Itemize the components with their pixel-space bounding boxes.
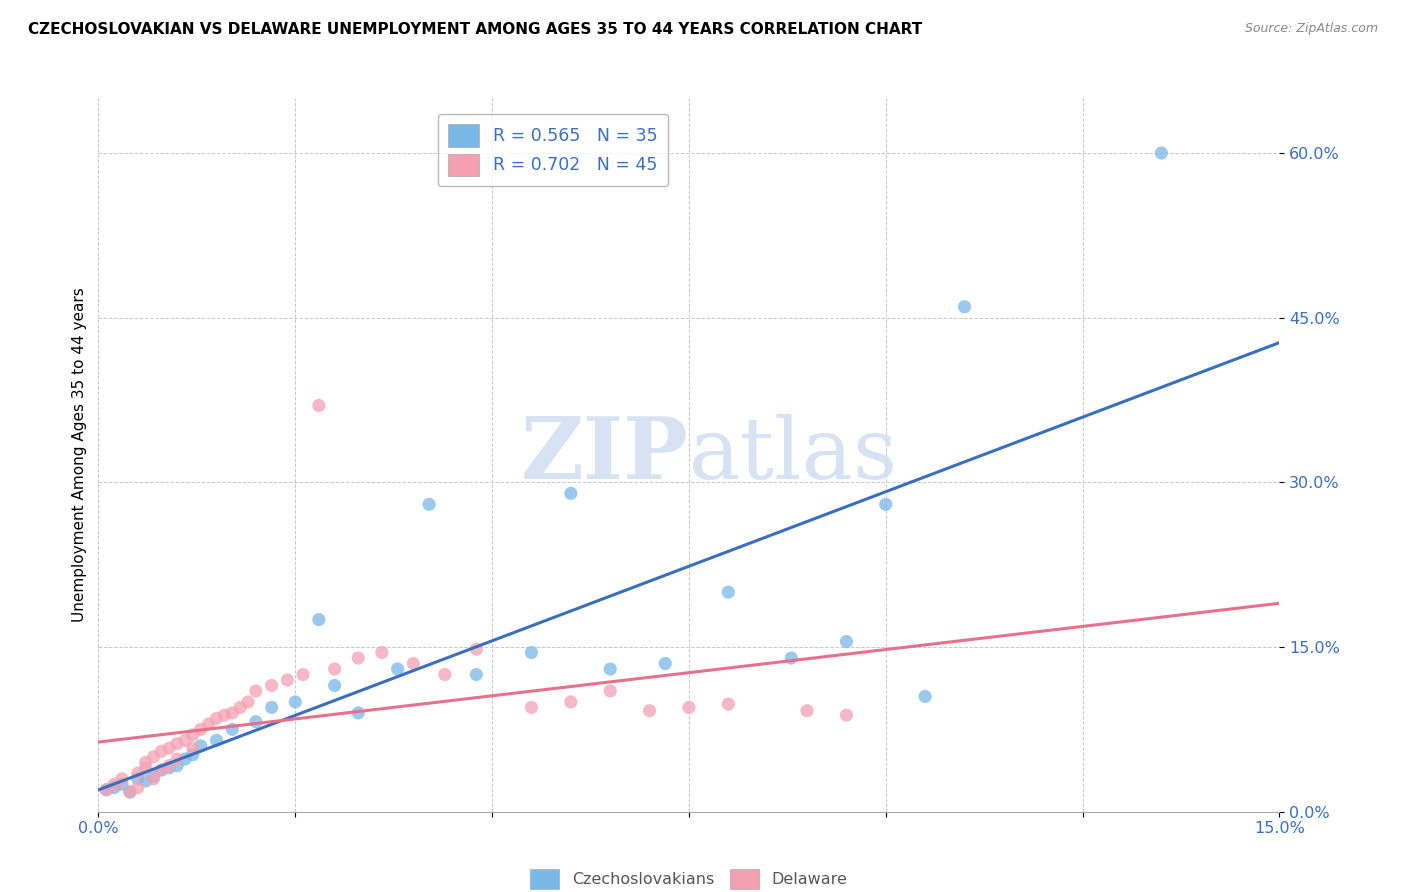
Point [780, 651, 803, 665]
Point [118, 785, 141, 799]
Point [214, 708, 236, 723]
Point [150, 744, 173, 758]
Point [205, 711, 228, 725]
Point [118, 785, 141, 799]
Point [157, 741, 180, 756]
Point [308, 399, 330, 413]
Point [150, 763, 173, 777]
Point [418, 497, 440, 511]
Point [157, 761, 180, 775]
Point [127, 780, 149, 795]
Point [276, 673, 298, 687]
Point [1150, 146, 1173, 161]
Point [465, 667, 488, 681]
Point [835, 634, 858, 648]
Point [599, 662, 621, 676]
Point [166, 737, 188, 751]
Point [953, 300, 976, 314]
Point [717, 697, 740, 711]
Point [111, 777, 134, 791]
Point [221, 723, 243, 737]
Point [717, 585, 740, 599]
Point [323, 662, 346, 676]
Text: Source: ZipAtlas.com: Source: ZipAtlas.com [1244, 22, 1378, 36]
Text: CZECHOSLOVAKIAN VS DELAWARE UNEMPLOYMENT AMONG AGES 35 TO 44 YEARS CORRELATION C: CZECHOSLOVAKIAN VS DELAWARE UNEMPLOYMENT… [28, 22, 922, 37]
Point [371, 646, 394, 660]
Point [135, 761, 157, 775]
Point [174, 752, 197, 766]
Point [127, 772, 149, 786]
Point [236, 695, 259, 709]
Point [465, 642, 488, 657]
Point [402, 657, 425, 671]
Point [520, 646, 543, 660]
Point [190, 723, 212, 737]
Point [560, 695, 582, 709]
Point [520, 700, 543, 714]
Point [96, 782, 118, 797]
Point [103, 780, 125, 795]
Point [914, 690, 936, 704]
Point [150, 763, 173, 777]
Point [875, 497, 897, 511]
Point [292, 667, 315, 681]
Point [308, 613, 330, 627]
Point [347, 651, 370, 665]
Point [260, 678, 283, 692]
Point [197, 717, 219, 731]
Point [142, 770, 165, 784]
Point [142, 749, 165, 764]
Point [347, 706, 370, 720]
Point [166, 758, 188, 772]
Point [181, 728, 204, 742]
Point [96, 782, 118, 797]
Legend: Czechoslovakians, Delaware: Czechoslovakians, Delaware [524, 863, 853, 892]
Point [638, 704, 661, 718]
Point [135, 774, 157, 789]
Point [678, 700, 700, 714]
Point [560, 486, 582, 500]
Point [323, 678, 346, 692]
Point [205, 733, 228, 747]
Point [174, 733, 197, 747]
Point [127, 766, 149, 780]
Point [433, 667, 456, 681]
Text: ZIP: ZIP [522, 413, 689, 497]
Point [142, 772, 165, 786]
Point [135, 756, 157, 770]
Point [157, 758, 180, 772]
Point [245, 714, 267, 729]
Point [260, 700, 283, 714]
Point [181, 747, 204, 762]
Point [221, 706, 243, 720]
Point [111, 772, 134, 786]
Point [387, 662, 409, 676]
Point [284, 695, 307, 709]
Point [229, 700, 252, 714]
Text: atlas: atlas [689, 413, 898, 497]
Point [599, 684, 621, 698]
Point [245, 684, 267, 698]
Point [654, 657, 676, 671]
Y-axis label: Unemployment Among Ages 35 to 44 years: Unemployment Among Ages 35 to 44 years [72, 287, 87, 623]
Point [103, 777, 125, 791]
Point [796, 704, 818, 718]
Point [835, 708, 858, 723]
Point [166, 752, 188, 766]
Point [190, 739, 212, 753]
Point [181, 741, 204, 756]
